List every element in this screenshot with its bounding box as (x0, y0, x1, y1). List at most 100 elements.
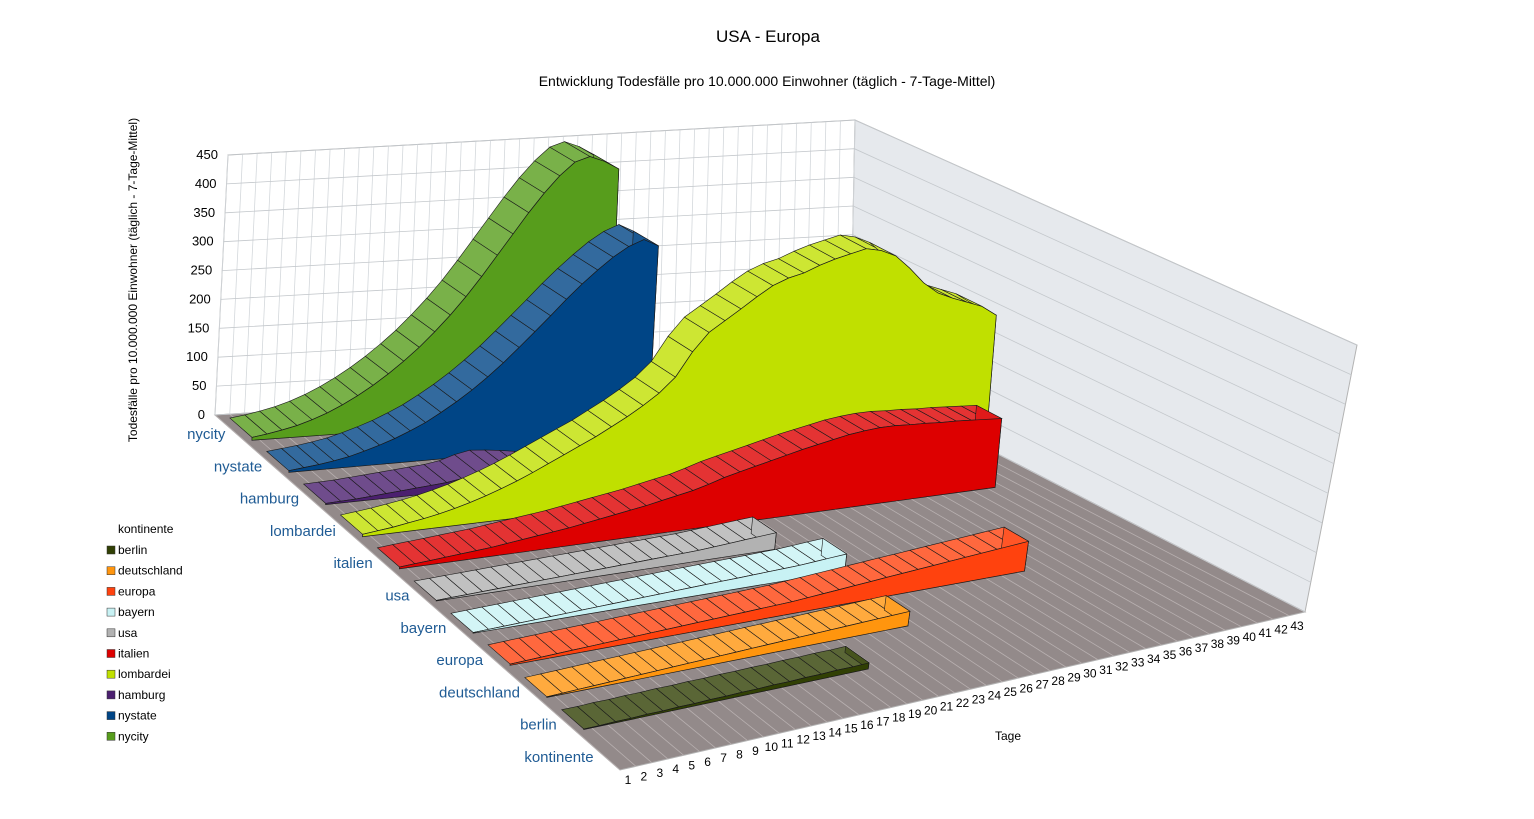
y-tick-label: 150 (188, 320, 210, 335)
depth-label: europa (436, 652, 483, 669)
wall-grid-line (258, 152, 273, 413)
x-tick-label: 22 (956, 696, 970, 710)
wall-grid-line (657, 130, 666, 390)
x-tick-label: 42 (1274, 623, 1288, 637)
legend-swatch (106, 545, 116, 555)
y-tick-label: 400 (195, 176, 217, 191)
x-tick-label: 27 (1035, 678, 1049, 692)
legend-swatch (106, 649, 116, 658)
y-tick-label: 350 (193, 205, 215, 220)
x-tick-label: 38 (1211, 637, 1225, 651)
ribbon-front (288, 239, 659, 473)
depth-label: bayern (400, 620, 446, 637)
y-tick-label: 0 (198, 407, 205, 422)
x-tick-label: 24 (988, 689, 1002, 703)
x-tick-label: 32 (1115, 659, 1129, 673)
x-tick-label: 21 (940, 700, 954, 714)
x-tick-label: 36 (1179, 645, 1193, 659)
x-tick-label: 1 (625, 773, 632, 787)
x-tick-label: 23 (972, 692, 986, 706)
grid-line (222, 234, 1335, 465)
depth-label: usa (385, 588, 410, 605)
legend-label: usa (118, 626, 138, 640)
wall-grid-line (347, 147, 360, 408)
ribbon-front (399, 418, 1003, 570)
x-tick-label: 33 (1131, 656, 1145, 670)
legend-label: europa (118, 584, 156, 598)
x-tick-label: 37 (1195, 641, 1209, 655)
x-axis-title: Tage (995, 729, 1021, 743)
legend-label: italien (118, 647, 149, 661)
depth-label: nycity (187, 426, 226, 443)
x-tick-label: 34 (1147, 652, 1161, 666)
x-tick-label: 19 (908, 707, 922, 721)
grid-line (227, 119, 1358, 346)
x-tick-label: 11 (781, 736, 794, 750)
x-tick-label: 31 (1099, 663, 1113, 677)
legend-swatch (106, 690, 116, 700)
y-tick-label: 200 (189, 291, 211, 306)
legend-label: hamburg (118, 688, 165, 702)
depth-label: berlin (520, 717, 557, 734)
grid-line (226, 148, 1352, 376)
legend-label: nystate (118, 709, 157, 723)
legend-title: kontinente (118, 522, 174, 536)
legend-label: nycity (118, 729, 149, 743)
ribbon-front (472, 553, 848, 634)
grid-line (225, 176, 1346, 405)
x-tick-label: 4 (672, 762, 679, 776)
ribbon-front (509, 540, 1029, 666)
x-tick-label: 40 (1243, 630, 1257, 644)
legend-swatch (106, 711, 116, 720)
depth-label: nystate (214, 458, 262, 475)
x-tick-label: 41 (1258, 626, 1272, 640)
x-tick-label: 25 (1004, 685, 1018, 699)
legend-swatch (106, 566, 116, 575)
wall-grid-line (303, 150, 316, 410)
legend-swatch (106, 732, 116, 741)
x-tick-label: 43 (1290, 619, 1304, 633)
y-tick-label: 450 (196, 147, 218, 162)
x-tick-label: 39 (1227, 634, 1241, 648)
x-tick-label: 28 (1051, 674, 1065, 688)
depth-label: hamburg (240, 491, 299, 508)
x-tick-label: 17 (876, 714, 890, 728)
legend-swatch (106, 607, 116, 617)
wall-grid-line (317, 149, 331, 409)
wall-grid-line (288, 150, 302, 411)
legend-label: berlin (118, 543, 147, 557)
legend-swatch (106, 669, 116, 679)
depth-label: kontinente (524, 749, 593, 766)
floor-grid-line (214, 414, 621, 771)
legend-label: deutschland (118, 564, 183, 578)
y-tick-label: 50 (192, 378, 206, 393)
x-tick-label: 16 (860, 718, 874, 732)
wall-grid-line (244, 153, 258, 414)
ribbon-front (546, 610, 911, 698)
x-tick-label: 20 (924, 703, 938, 717)
x-tick-label: 35 (1163, 648, 1177, 662)
x-tick-label: 10 (765, 740, 779, 754)
depth-label: deutschland (439, 684, 520, 701)
legend-label: bayern (118, 605, 155, 619)
wall-grid-line (229, 154, 243, 415)
x-tick-label: 26 (1020, 681, 1034, 695)
legend-swatch (106, 587, 116, 596)
x-tick-label: 2 (641, 769, 648, 783)
x-tick-label: 18 (892, 711, 906, 725)
depth-label: lombardei (270, 523, 336, 540)
legend-label: lombardei (118, 667, 171, 681)
x-tick-label: 7 (720, 751, 727, 765)
wall-grid-line (214, 154, 229, 416)
grid-line (223, 205, 1340, 435)
legend-swatch (106, 628, 116, 638)
x-tick-label: 5 (688, 758, 695, 772)
x-tick-label: 13 (812, 729, 826, 743)
chart-subtitle: Entwicklung Todesfälle pro 10.000.000 Ei… (539, 73, 996, 89)
depth-label: italien (333, 555, 372, 572)
chart-title: USA - Europa (716, 27, 820, 46)
y-axis-title: Todesfälle pro 10.000.000 Einwohner (täg… (126, 118, 140, 442)
ribbon-front (435, 532, 777, 602)
wall-grid-line (273, 151, 287, 412)
